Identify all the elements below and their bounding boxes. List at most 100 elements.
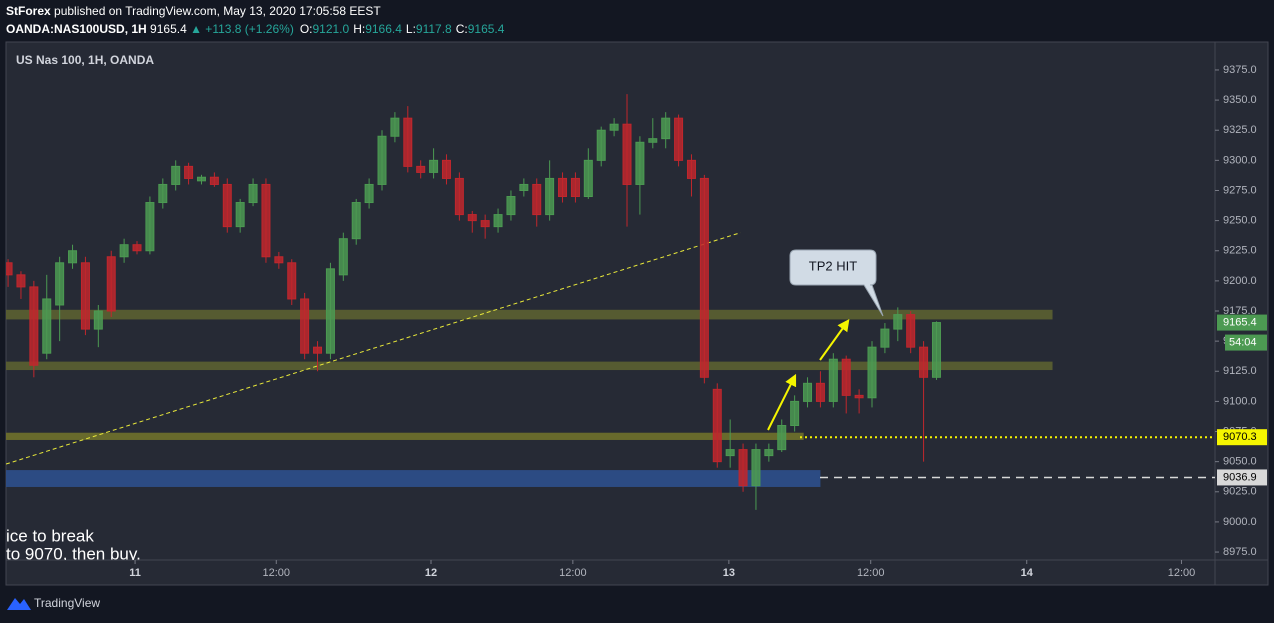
ohlc-value: 9117.8 <box>416 22 452 36</box>
x-tick-label: 12:00 <box>263 567 291 579</box>
candle-body <box>351 202 361 240</box>
candle-body <box>42 298 52 354</box>
candle-body <box>751 449 761 487</box>
candle-body <box>119 244 129 258</box>
countdown: 54:04 <box>1229 336 1257 348</box>
candle-body <box>493 214 503 228</box>
price-label: 9036.9 <box>1223 471 1257 483</box>
candle-body <box>261 183 271 258</box>
trendline <box>6 232 741 465</box>
published: published on TradingView.com, May 13, 20… <box>54 4 381 18</box>
price-label: 9165.4 <box>1223 316 1257 328</box>
zone <box>6 432 804 440</box>
candle-body <box>931 322 941 378</box>
x-tick-label: 12:00 <box>857 567 885 579</box>
y-tick-label: 9100.0 <box>1223 395 1257 407</box>
header-line: StForex published on TradingView.com, Ma… <box>6 4 381 18</box>
candle-body <box>6 262 13 276</box>
y-tick-label: 9300.0 <box>1223 154 1257 166</box>
candle-body <box>893 314 903 330</box>
candle-body <box>725 449 735 457</box>
candle-body <box>609 123 619 131</box>
candle-body <box>235 202 245 228</box>
candle-body <box>532 183 542 216</box>
candle-body <box>764 449 774 457</box>
x-tick-label: 12 <box>425 567 437 579</box>
symbol: OANDA:NAS100USD, 1H <box>6 22 147 36</box>
last-price: 9165.4 <box>150 22 187 36</box>
countdown-box <box>1225 334 1267 351</box>
candle-body <box>635 141 645 185</box>
candle-body <box>674 117 684 161</box>
candle-body <box>828 358 838 402</box>
candle-body <box>29 286 39 366</box>
candle-body <box>287 262 297 300</box>
candle-body <box>841 358 851 396</box>
candle-body <box>906 314 916 348</box>
candle-body <box>55 262 65 306</box>
candle-body <box>661 117 671 140</box>
callout-text: TP2 HIT <box>809 258 857 273</box>
candle-body <box>854 394 864 399</box>
candle-body <box>171 165 181 185</box>
candle-body <box>416 165 426 173</box>
candle-body <box>570 177 580 198</box>
candle-body <box>68 250 78 264</box>
candle-body <box>467 214 477 222</box>
candle-body <box>803 382 813 402</box>
candle-body <box>815 382 825 402</box>
candle-body <box>454 177 464 216</box>
ohlc-key: O: <box>300 22 313 36</box>
footer-logo <box>7 598 31 610</box>
candle-body <box>390 117 400 137</box>
candle-body <box>313 346 323 354</box>
y-tick-label: 9125.0 <box>1223 365 1257 377</box>
price-label: 9070.3 <box>1223 431 1257 443</box>
candle-body <box>558 177 568 198</box>
y-tick-label: 9025.0 <box>1223 486 1257 498</box>
candle-body <box>596 129 606 161</box>
candle-body <box>429 159 439 173</box>
candle-body <box>93 310 103 330</box>
candle-body <box>16 274 26 288</box>
ohlc-value: 9166.4 <box>365 22 402 36</box>
zone <box>6 361 1053 371</box>
candle-body <box>583 159 593 198</box>
y-tick-label: 9200.0 <box>1223 275 1257 287</box>
candle-body <box>196 176 206 182</box>
candle-body <box>325 268 335 354</box>
candle-body <box>132 244 142 252</box>
y-tick-label: 9225.0 <box>1223 245 1257 257</box>
candle-body <box>145 202 155 252</box>
candle-body <box>519 183 529 191</box>
candle-body <box>867 346 877 399</box>
candle-body <box>738 449 748 487</box>
y-tick-label: 9000.0 <box>1223 516 1257 528</box>
change: ▲ +113.8 (+1.26%) <box>190 22 294 36</box>
candle-body <box>480 220 490 228</box>
candle-body <box>790 400 800 426</box>
candle-body <box>441 159 451 179</box>
candle-body <box>686 159 696 179</box>
y-tick-label: 9250.0 <box>1223 215 1257 227</box>
zone <box>6 470 821 487</box>
x-tick-label: 11 <box>129 567 141 579</box>
candle-body <box>403 117 413 167</box>
candle-body <box>777 424 787 451</box>
candle-body <box>364 183 374 204</box>
x-tick-label: 13 <box>723 567 735 579</box>
candle-body <box>184 165 194 179</box>
candle-body <box>648 138 658 143</box>
y-tick-label: 9350.0 <box>1223 94 1257 106</box>
y-tick-label: 9375.0 <box>1223 64 1257 76</box>
candle-body <box>209 176 219 185</box>
note: ice to break to 9070, then buy. <box>6 526 141 560</box>
y-tick-label: 9050.0 <box>1223 456 1257 468</box>
plot <box>6 94 1053 510</box>
candle-body <box>506 196 516 216</box>
candle-body <box>919 346 929 378</box>
y-tick-label: 9325.0 <box>1223 124 1257 136</box>
chart-title: US Nas 100, 1H, OANDA <box>16 53 154 67</box>
price-label-box <box>1217 469 1267 486</box>
